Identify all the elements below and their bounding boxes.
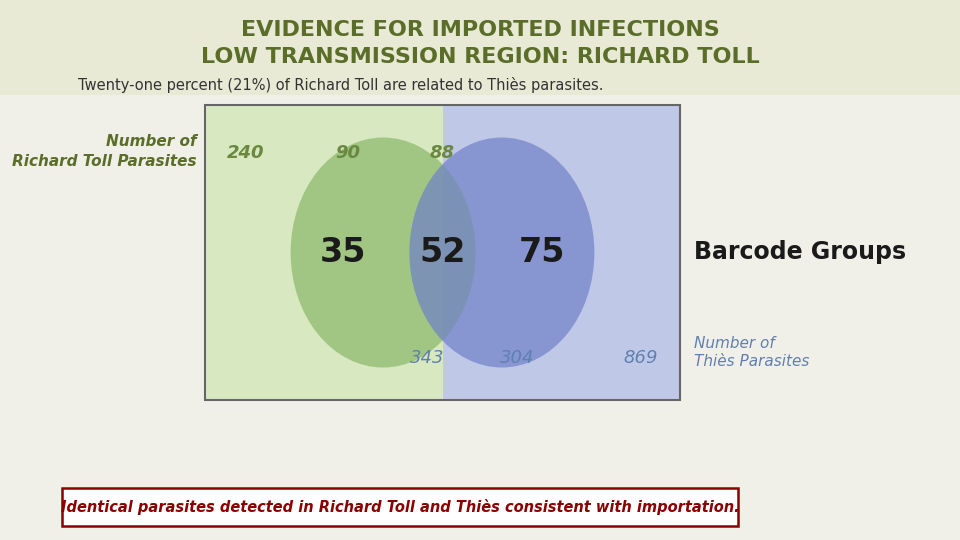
Text: LOW TRANSMISSION REGION: RICHARD TOLL: LOW TRANSMISSION REGION: RICHARD TOLL bbox=[201, 47, 759, 67]
Text: Barcode Groups: Barcode Groups bbox=[694, 240, 906, 265]
Text: Number of: Number of bbox=[694, 336, 775, 352]
Text: 869: 869 bbox=[623, 349, 658, 367]
Text: Twenty-one percent (21%) of Richard Toll are related to Thiès parasites.: Twenty-one percent (21%) of Richard Toll… bbox=[78, 77, 604, 93]
Text: Richard Toll Parasites: Richard Toll Parasites bbox=[12, 153, 197, 168]
Text: 35: 35 bbox=[320, 236, 367, 269]
Text: 75: 75 bbox=[518, 236, 565, 269]
Bar bbox=[205, 105, 443, 400]
Ellipse shape bbox=[291, 138, 475, 368]
Ellipse shape bbox=[409, 138, 594, 368]
Text: Thiès Parasites: Thiès Parasites bbox=[694, 354, 809, 369]
Text: 304: 304 bbox=[499, 349, 534, 367]
Bar bbox=[0, 0, 960, 95]
Text: 90: 90 bbox=[336, 144, 361, 162]
Text: 343: 343 bbox=[410, 349, 444, 367]
Text: 240: 240 bbox=[227, 144, 265, 162]
Bar bbox=[443, 105, 680, 400]
Text: Number of: Number of bbox=[107, 133, 197, 148]
Text: Identical parasites detected in Richard Toll and Thiès consistent with importati: Identical parasites detected in Richard … bbox=[60, 499, 739, 515]
Text: 52: 52 bbox=[420, 236, 466, 269]
Bar bbox=[62, 488, 738, 526]
Bar bbox=[205, 105, 680, 400]
Text: EVIDENCE FOR IMPORTED INFECTIONS: EVIDENCE FOR IMPORTED INFECTIONS bbox=[241, 20, 719, 40]
Text: 88: 88 bbox=[430, 144, 455, 162]
